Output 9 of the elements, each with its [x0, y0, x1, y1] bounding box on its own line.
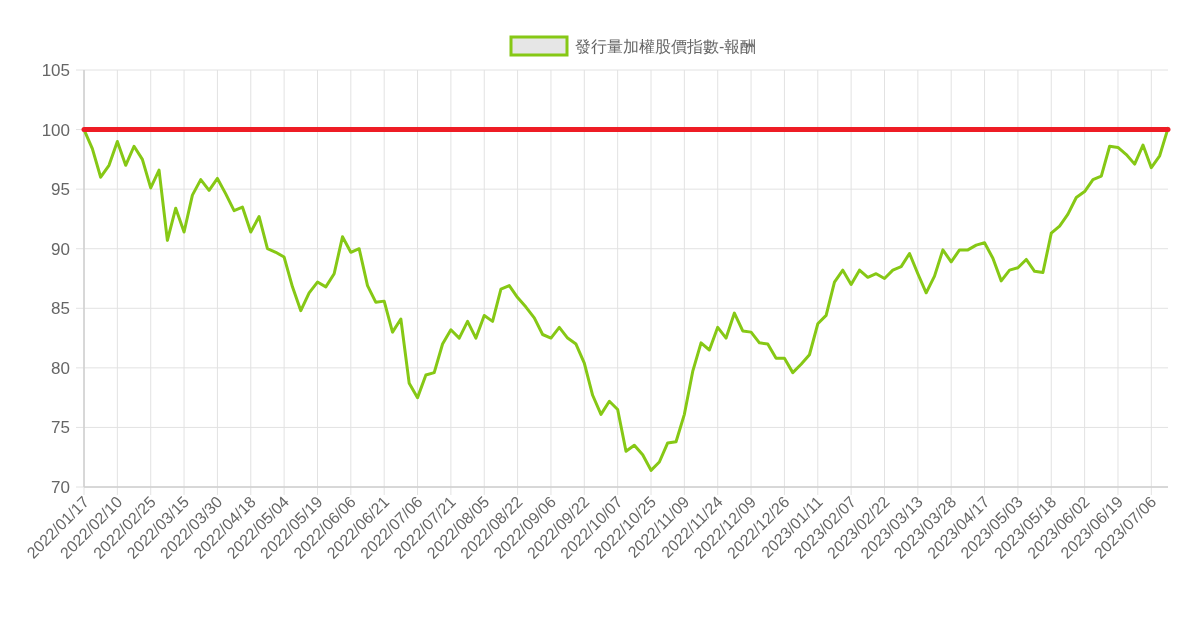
y-tick-label: 105	[41, 61, 70, 80]
legend-label: 發行量加權股價指數-報酬	[575, 38, 757, 55]
y-tick-label: 75	[51, 418, 70, 438]
y-tick-label: 95	[51, 180, 70, 200]
y-tick-label: 70	[51, 478, 70, 497]
y-tick-label: 90	[51, 239, 70, 259]
y-tick-label: 100	[41, 120, 70, 140]
y-tick-label: 85	[51, 299, 70, 319]
y-tick-label: 80	[51, 358, 70, 378]
